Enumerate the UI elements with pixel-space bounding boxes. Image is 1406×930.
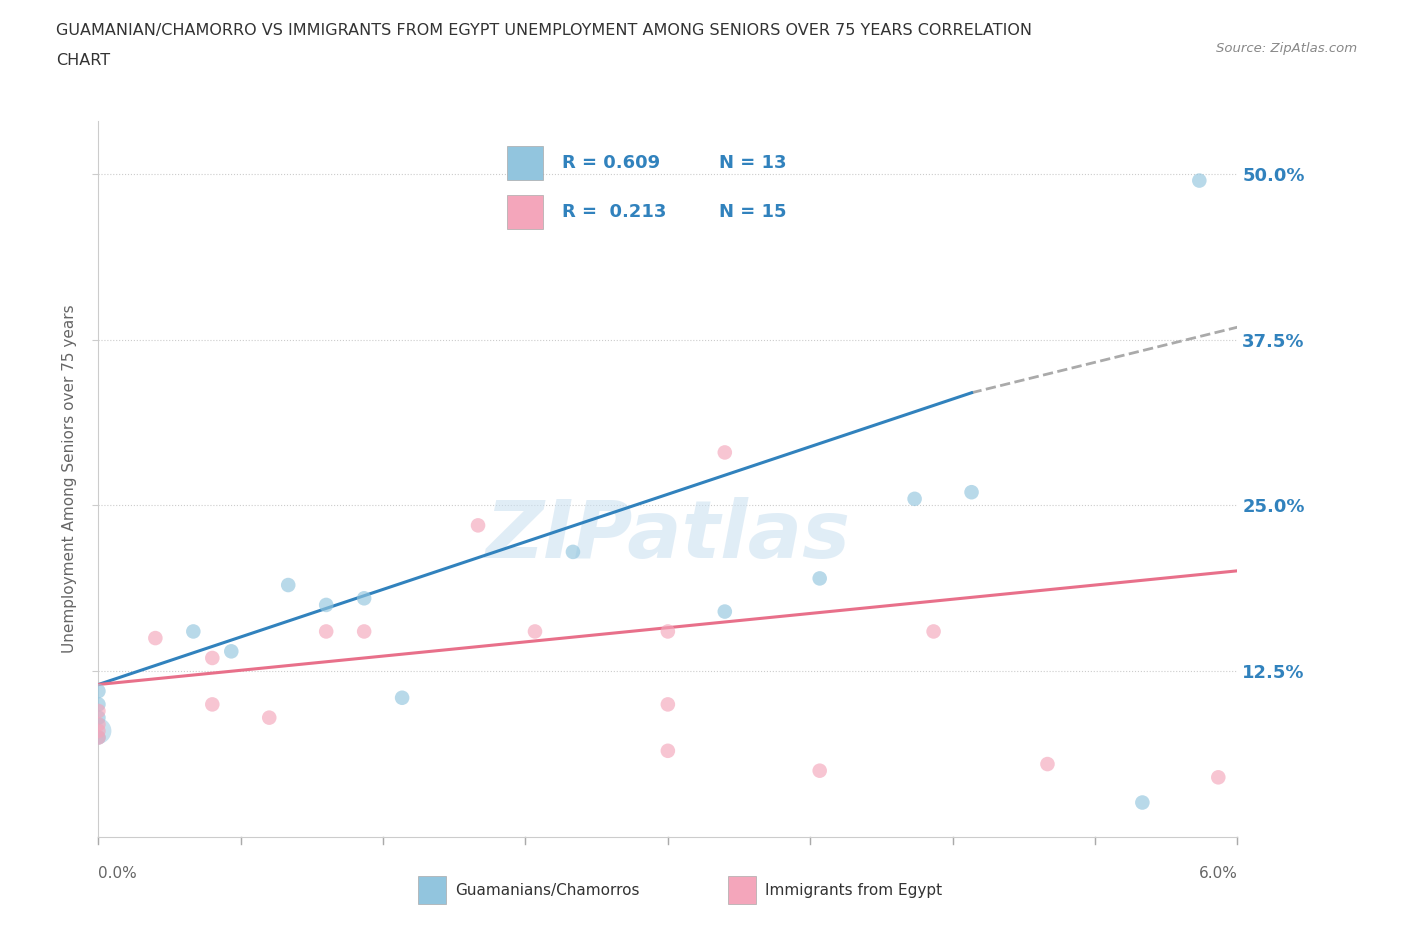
- Point: [524, 624, 547, 639]
- Text: 0.0%: 0.0%: [98, 866, 138, 881]
- Point: [201, 651, 224, 666]
- FancyBboxPatch shape: [728, 876, 755, 904]
- Point: [353, 591, 375, 605]
- Point: [904, 491, 927, 506]
- Point: [353, 624, 375, 639]
- Point: [87, 717, 110, 732]
- Point: [1036, 757, 1059, 772]
- Point: [808, 764, 831, 778]
- Point: [657, 743, 679, 758]
- Text: ZIPatlas: ZIPatlas: [485, 498, 851, 576]
- Point: [277, 578, 299, 592]
- Point: [87, 697, 110, 711]
- Text: 6.0%: 6.0%: [1198, 866, 1237, 881]
- Point: [315, 624, 337, 639]
- Point: [87, 704, 110, 719]
- Point: [183, 624, 205, 639]
- Text: CHART: CHART: [56, 53, 110, 68]
- FancyBboxPatch shape: [419, 876, 446, 904]
- Text: R = 0.609: R = 0.609: [561, 153, 659, 172]
- Y-axis label: Unemployment Among Seniors over 75 years: Unemployment Among Seniors over 75 years: [62, 305, 77, 653]
- Point: [657, 624, 679, 639]
- Point: [467, 518, 489, 533]
- Point: [1132, 795, 1154, 810]
- Point: [259, 711, 281, 725]
- FancyBboxPatch shape: [506, 194, 543, 229]
- FancyBboxPatch shape: [506, 146, 543, 179]
- Point: [87, 684, 110, 698]
- Point: [562, 544, 585, 559]
- Point: [1208, 770, 1230, 785]
- Point: [922, 624, 945, 639]
- Point: [714, 604, 737, 619]
- Point: [145, 631, 167, 645]
- Point: [391, 690, 413, 705]
- Point: [1188, 173, 1211, 188]
- Point: [87, 724, 110, 738]
- Point: [960, 485, 983, 499]
- Text: Guamanians/Chamorros: Guamanians/Chamorros: [456, 883, 640, 897]
- Point: [808, 571, 831, 586]
- Point: [657, 697, 679, 711]
- Text: Immigrants from Egypt: Immigrants from Egypt: [765, 883, 942, 897]
- Point: [221, 644, 243, 658]
- Text: GUAMANIAN/CHAMORRO VS IMMIGRANTS FROM EGYPT UNEMPLOYMENT AMONG SENIORS OVER 75 Y: GUAMANIAN/CHAMORRO VS IMMIGRANTS FROM EG…: [56, 23, 1032, 38]
- Text: N = 15: N = 15: [718, 203, 786, 220]
- Point: [714, 445, 737, 459]
- Point: [87, 730, 110, 745]
- Point: [315, 597, 337, 612]
- Point: [87, 724, 110, 738]
- Text: Source: ZipAtlas.com: Source: ZipAtlas.com: [1216, 42, 1357, 55]
- Text: N = 13: N = 13: [718, 153, 786, 172]
- Point: [87, 730, 110, 745]
- Point: [87, 711, 110, 725]
- Point: [201, 697, 224, 711]
- Text: R =  0.213: R = 0.213: [561, 203, 666, 220]
